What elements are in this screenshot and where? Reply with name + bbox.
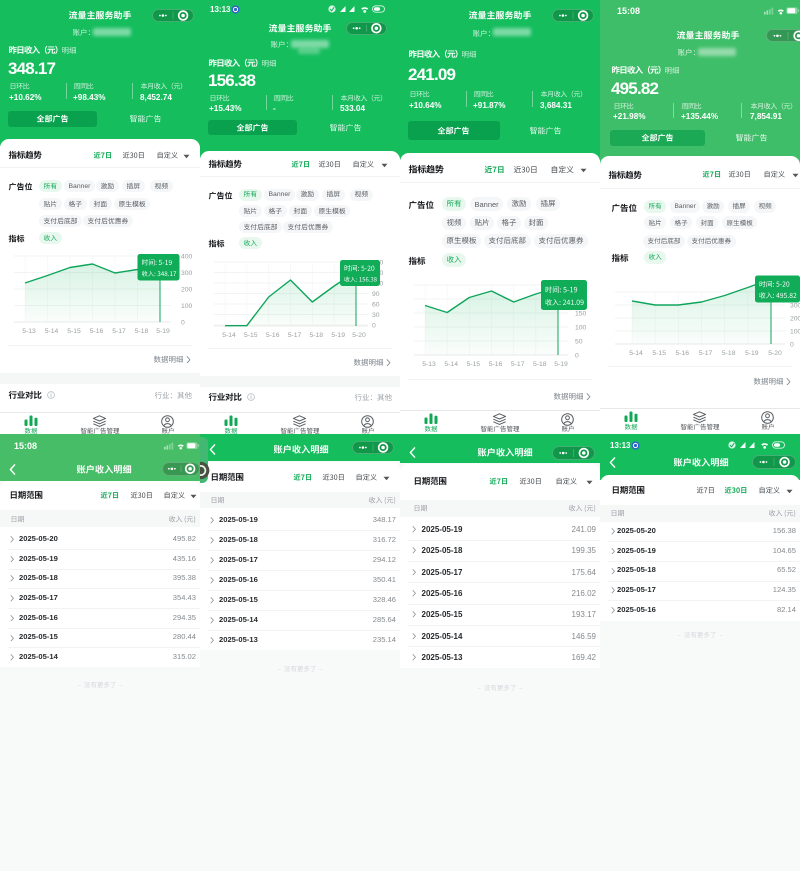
svg-text:5-16: 5-16 <box>266 332 280 339</box>
svg-text:5-19: 5-19 <box>554 361 568 368</box>
svg-text:5-14: 5-14 <box>629 350 643 357</box>
svg-text:5-19: 5-19 <box>331 332 345 339</box>
svg-text:0: 0 <box>790 341 794 348</box>
svg-text:5-16: 5-16 <box>90 328 104 335</box>
svg-text:200: 200 <box>181 286 193 293</box>
svg-text:30: 30 <box>372 312 380 319</box>
svg-text:5-16: 5-16 <box>675 350 689 357</box>
svg-text:300: 300 <box>181 270 193 277</box>
svg-text:100: 100 <box>575 324 587 331</box>
svg-text:5-15: 5-15 <box>652 350 666 357</box>
svg-text:5-13: 5-13 <box>22 328 36 335</box>
svg-text:5-14: 5-14 <box>45 328 59 335</box>
svg-text:5-16: 5-16 <box>489 361 503 368</box>
svg-text:5-13: 5-13 <box>422 361 436 368</box>
svg-text:5-18: 5-18 <box>309 332 323 339</box>
svg-text:0: 0 <box>372 322 376 329</box>
svg-text:60: 60 <box>372 301 380 308</box>
svg-text:5-18: 5-18 <box>135 328 149 335</box>
svg-text:5-15: 5-15 <box>466 361 480 368</box>
svg-text:5-17: 5-17 <box>288 332 302 339</box>
svg-text:50: 50 <box>575 338 583 345</box>
svg-text:5-18: 5-18 <box>533 361 547 368</box>
svg-text:150: 150 <box>575 310 587 317</box>
svg-text:400: 400 <box>181 253 193 260</box>
svg-text:5-17: 5-17 <box>699 350 713 357</box>
svg-text:300: 300 <box>790 302 800 309</box>
svg-text:5-14: 5-14 <box>444 361 458 368</box>
svg-text:5-17: 5-17 <box>511 361 525 368</box>
svg-text:100: 100 <box>181 303 193 310</box>
svg-text:200: 200 <box>790 315 800 322</box>
svg-text:90: 90 <box>372 291 380 298</box>
svg-text:5-20: 5-20 <box>768 350 782 357</box>
svg-text:5-15: 5-15 <box>244 332 258 339</box>
svg-text:5-20: 5-20 <box>352 332 366 339</box>
svg-text:5-17: 5-17 <box>112 328 126 335</box>
svg-text:5-19: 5-19 <box>745 350 759 357</box>
svg-text:5-14: 5-14 <box>222 332 236 339</box>
svg-text:0: 0 <box>181 319 185 326</box>
svg-text:100: 100 <box>790 328 800 335</box>
svg-text:5-19: 5-19 <box>156 328 170 335</box>
svg-text:5-18: 5-18 <box>722 350 736 357</box>
svg-text:0: 0 <box>575 352 579 359</box>
svg-text:5-15: 5-15 <box>67 328 81 335</box>
